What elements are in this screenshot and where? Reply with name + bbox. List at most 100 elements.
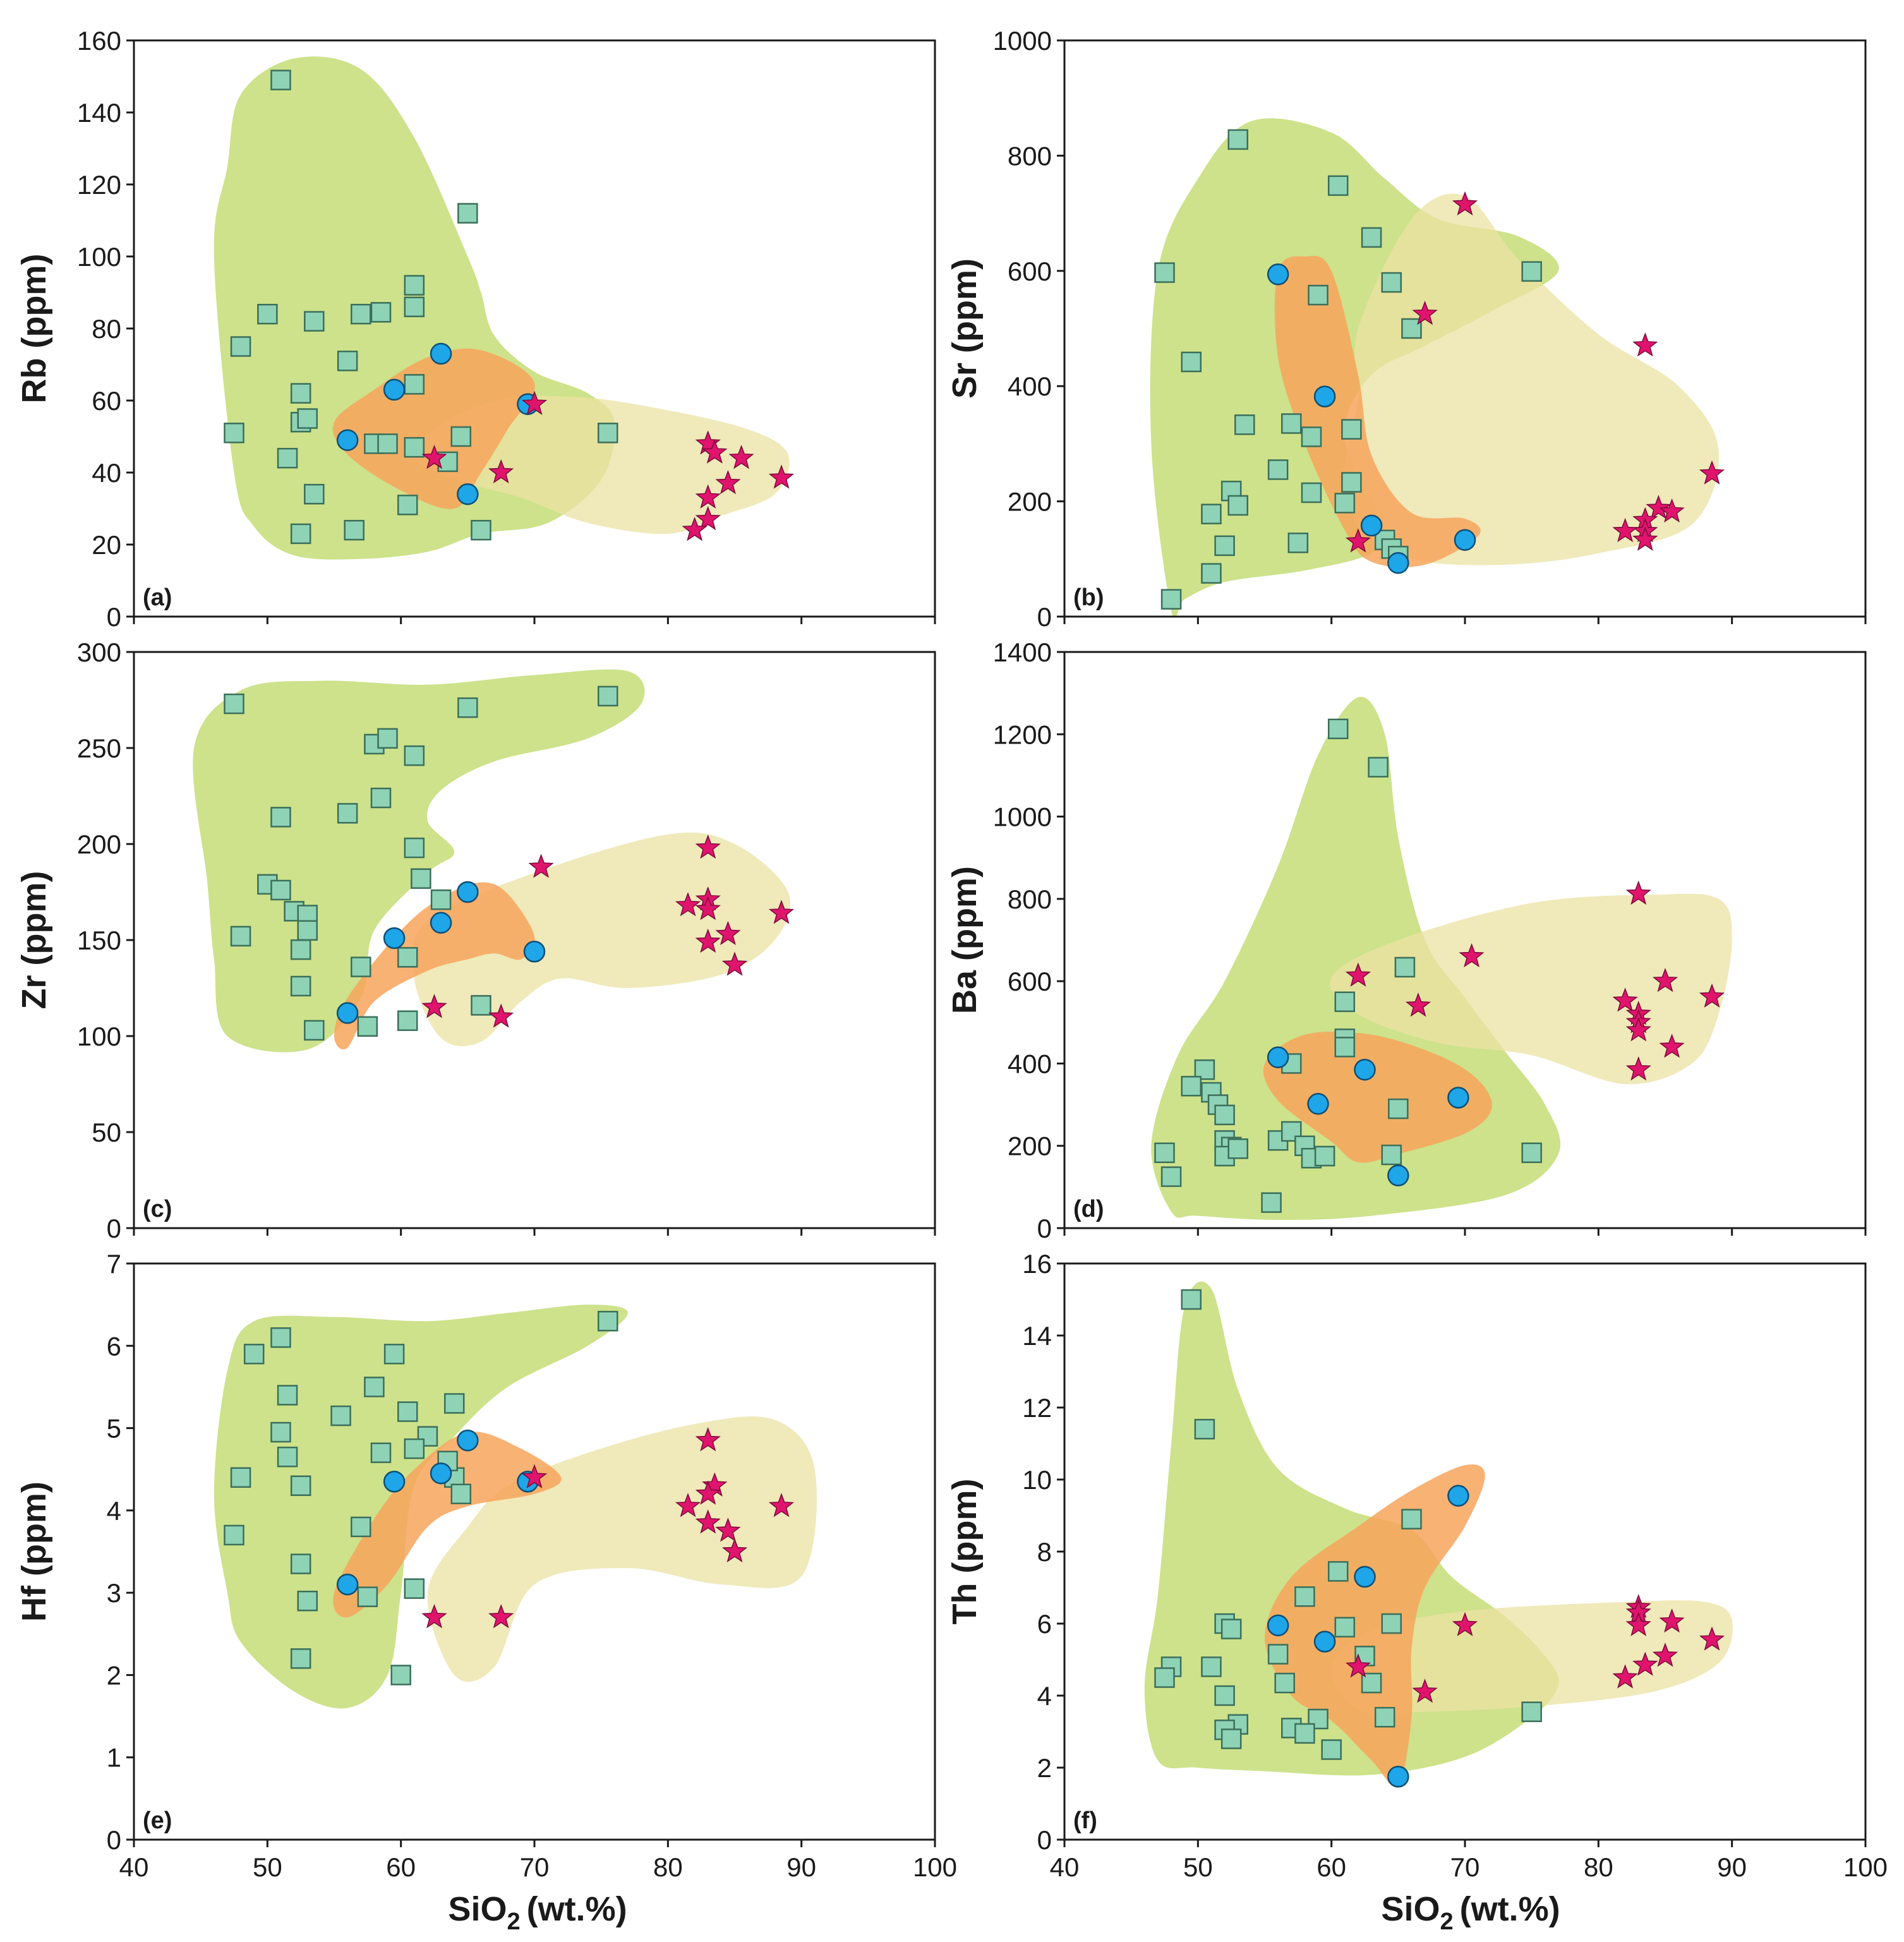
square-point-e-8 [397,1401,418,1422]
square-point-c-16 [290,939,311,960]
x-tick-label-e-5: 90 [786,1852,816,1882]
square-point-c-9 [404,837,425,859]
square-point-b-10 [1281,413,1302,434]
circle-point-f-0 [1267,1614,1289,1637]
square-point-f-3 [1327,1561,1349,1582]
square-point-e-17 [230,1467,251,1488]
square-point-a-15 [277,447,298,469]
square-point-a-5 [370,302,392,323]
orange-field-d [1263,1031,1492,1163]
x-axis-a [133,617,936,624]
x-tick-label-f-4: 80 [1584,1852,1613,1882]
star-point-a-0 [521,390,548,415]
circle-point-d-4 [1447,1087,1469,1109]
star-point-b-0 [1452,191,1478,216]
star-point-e-0 [521,1464,548,1488]
square-point-e-22 [297,1590,318,1612]
x-tick-label-e-0: 40 [119,1852,149,1882]
y-tick-label-e-6: 6 [107,1331,121,1361]
y-tick-label-d-2: 400 [1008,1049,1052,1078]
square-point-a-10 [290,383,311,404]
y-axis-c: 0 50 100 150 200 250 300 [77,637,134,1243]
x-tick-label-f-2: 60 [1317,1852,1346,1882]
y-axis-label-d: Ba (ppm) [946,866,984,1014]
square-point-e-24 [404,1578,425,1599]
star-point-c-4 [695,896,721,920]
circle-point-b-4 [1454,529,1476,551]
circle-point-a-0 [336,429,359,451]
points-e [224,1310,795,1686]
yellow-field-c [412,832,791,1047]
square-point-f-24 [1220,1728,1242,1749]
square-point-d-1 [1368,757,1389,778]
panel-e: 0 1 2 3 4 5 6 7 40 50 60 70 80 90 100 Hf (ppm) (e) [15,1249,957,1882]
square-point-a-26 [597,423,618,443]
y-tick-label-d-1: 200 [1008,1131,1052,1161]
square-point-c-18 [297,920,318,941]
square-point-a-9 [337,351,358,371]
square-point-b-12 [1341,419,1362,440]
y-tick-label-a-7: 140 [77,98,121,128]
square-point-f-0 [1181,1289,1202,1310]
square-point-c-11 [430,889,452,910]
y-tick-label-f-1: 2 [1037,1753,1052,1783]
x-tick-label-e-4: 80 [653,1852,683,1882]
star-point-b-10 [1345,528,1371,553]
square-point-d-24 [1160,1166,1182,1187]
square-point-e-1 [270,1327,291,1348]
x-axis-b [1063,617,1867,624]
star-point-c-5 [768,900,795,924]
yellow-field-d [1330,893,1732,1085]
y-tick-label-f-7: 14 [1022,1321,1052,1351]
circle-point-b-1 [1313,385,1336,407]
star-point-a-9 [695,505,721,531]
star-point-e-8 [721,1538,748,1563]
square-point-e-25 [290,1648,311,1669]
circle-point-f-4 [1447,1485,1469,1507]
square-point-b-14 [1227,495,1248,516]
y-tick-label-e-0: 0 [107,1825,121,1855]
square-point-e-4 [364,1377,385,1397]
circle-point-d-3 [1387,1164,1409,1186]
star-point-e-6 [695,1509,721,1534]
square-point-c-7 [337,803,358,824]
square-point-a-1 [230,336,251,357]
star-point-e-4 [675,1493,701,1517]
circle-point-b-2 [1360,514,1383,537]
square-point-b-11 [1301,426,1322,447]
square-point-f-1 [1194,1418,1215,1440]
star-point-e-3 [695,1480,721,1505]
y-axis-label-e: Hf (ppm) [15,1481,53,1622]
square-point-a-12 [297,408,318,429]
y-axis-label-c: Zr (ppm) [15,871,53,1010]
square-point-c-4 [377,728,398,749]
yellow-field-b [1344,193,1720,565]
star-point-a-5 [728,445,754,469]
y-axis-f: 0 2 4 6 8 10 12 14 16 [1022,1249,1064,1855]
star-point-e-7 [715,1517,741,1542]
star-point-f-8 [1612,1664,1638,1689]
square-point-d-22 [1388,1098,1409,1119]
star-point-b-9 [1612,517,1638,543]
square-point-d-17 [1281,1121,1302,1142]
square-point-d-21 [1381,1144,1402,1166]
star-point-c-6 [715,920,741,946]
x-axis-label-left: SiO2 (wt.%) [448,1890,627,1935]
y-tick-label-e-3: 3 [107,1578,121,1608]
square-point-b-9 [1234,414,1255,435]
square-point-e-0 [597,1310,618,1332]
square-point-b-6 [1521,261,1542,282]
star-point-d-0 [1625,880,1651,905]
square-point-c-20 [304,1020,325,1041]
y-axis-a: 0 20 40 60 80 100 120 140 160 [77,26,134,632]
x-axis-label-left-tail: (wt.%) [527,1890,627,1928]
panel-d: 0 200 400 600 800 1000 1200 1400 Ba (ppm) (d) [946,637,1867,1243]
circle-point-b-3 [1387,552,1409,574]
star-point-f-7 [1652,1643,1678,1667]
y-tick-label-a-4: 80 [92,314,121,344]
circle-point-a-1 [383,378,406,401]
square-point-e-19 [224,1524,244,1546]
x-axis-e: 40 50 60 70 80 90 100 [119,1840,957,1882]
star-point-c-0 [528,853,554,878]
